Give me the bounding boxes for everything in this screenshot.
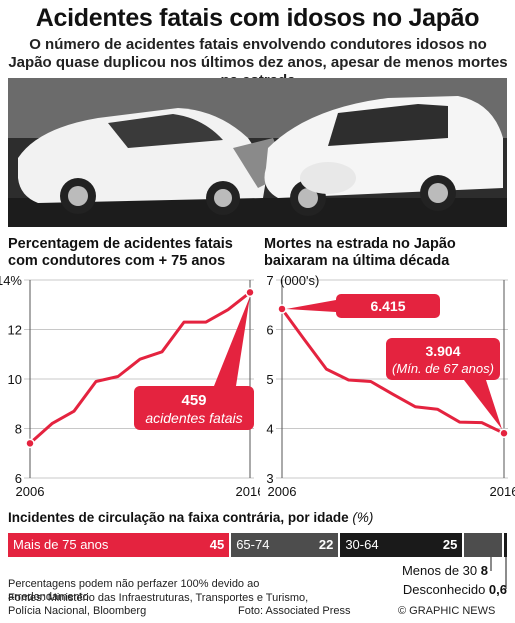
data-point	[277, 304, 287, 314]
x-tick-label: 2016	[236, 484, 260, 499]
bar-segment-label: Mais de 75 anos	[13, 537, 109, 552]
brand-logo: © GRAPHIC NEWS	[398, 605, 496, 617]
bar-chart-title-text: Incidentes de circulação na faixa contrá…	[8, 510, 349, 525]
bar-segment-value: 22	[318, 537, 334, 552]
bar-segment	[504, 533, 507, 557]
small-segment-connectors	[490, 557, 507, 589]
bar-segment: 30-64 25	[340, 533, 463, 557]
bar-segment-value: 25	[442, 537, 458, 552]
data-point	[25, 438, 35, 449]
bar-label-unknown-value: 0,6	[488, 582, 507, 597]
left-chart-title: Percentagem de acidentes fatais com cond…	[8, 236, 233, 269]
bar-label-under30: Menos de 30 8	[330, 563, 488, 578]
crash-test-photo	[8, 78, 507, 227]
bar-chart: Mais de 75 anos 45 65-74 22 30-64 25	[8, 533, 507, 557]
y-tick-label: 14%	[0, 273, 22, 288]
y-tick-label: 5	[266, 372, 273, 387]
annotation-value-max: 6.415	[370, 298, 405, 314]
series-line	[280, 308, 505, 435]
series-line	[28, 291, 251, 445]
x-tick-label: 2006	[268, 484, 297, 499]
annotation-value: 459	[181, 392, 206, 409]
y-tick-label: 7	[266, 273, 273, 288]
photo-credit: Foto: Associated Press	[238, 605, 351, 617]
x-tick-label: 2016	[490, 484, 515, 499]
footnote-rounding: Percentagens podem não perfazer 100% dev…	[8, 578, 260, 603]
annotation-pointer	[214, 296, 250, 386]
annotation-box-min	[386, 338, 500, 380]
bar-label-under30-value: 8	[480, 563, 488, 578]
y-tick-label: 12	[8, 323, 22, 338]
bar-label-unknown-name: Desconhecido	[402, 582, 486, 597]
y-unit-label: (000's)	[280, 273, 319, 288]
annotation-text-min: (Mín. de 67 anos)	[392, 361, 494, 376]
data-point	[499, 428, 509, 439]
footnote-sources-1: Fontes: Ministério das Infraestruturas, …	[8, 592, 309, 604]
bar-segment-value: 45	[209, 537, 225, 552]
y-tick-label: 8	[15, 422, 22, 437]
annotation-box-max	[336, 294, 440, 318]
right-line-chart: 3 4 5 6 7 2006 2016 (000's) 6.415 3.904 (Mín. de 6…	[266, 273, 515, 499]
y-tick-label: 10	[8, 372, 22, 387]
bar-label-unknown: Desconhecido 0,6	[330, 582, 507, 597]
annotation-pointer-max	[286, 300, 336, 312]
x-tick-label: 2006	[16, 484, 45, 499]
bar-label-under30-name: Menos de 30	[401, 563, 478, 578]
bar-chart-unit: (%)	[352, 510, 374, 525]
bar-segment-label: 30-64	[345, 537, 379, 552]
crash-test-photo-illustration	[8, 78, 507, 227]
data-point	[245, 287, 255, 298]
right-chart-title: Mortes na estrada no Japão baixaram na ú…	[264, 236, 456, 269]
y-tick-label: 6	[15, 471, 22, 486]
y-tick-label: 4	[266, 422, 273, 437]
bar-segment: 65-74 22	[231, 533, 339, 557]
y-tick-label: 3	[266, 471, 273, 486]
page-title: Acidentes fatais com idosos no Japão	[35, 4, 480, 32]
y-tick-label: 6	[266, 323, 273, 338]
annotation-value-min: 3.904	[425, 343, 460, 359]
annotation-box	[134, 386, 254, 430]
footnote-sources-2: Polícia Nacional, Bloomberg	[8, 605, 147, 617]
bar-chart-title: Incidentes de circulação na faixa contrá…	[8, 510, 373, 525]
bar-segment: Mais de 75 anos 45	[8, 533, 230, 557]
bar-segment	[464, 533, 502, 557]
annotation-text: acidentes fatais	[145, 410, 242, 426]
bar-segment-label: 65-74	[236, 537, 270, 552]
